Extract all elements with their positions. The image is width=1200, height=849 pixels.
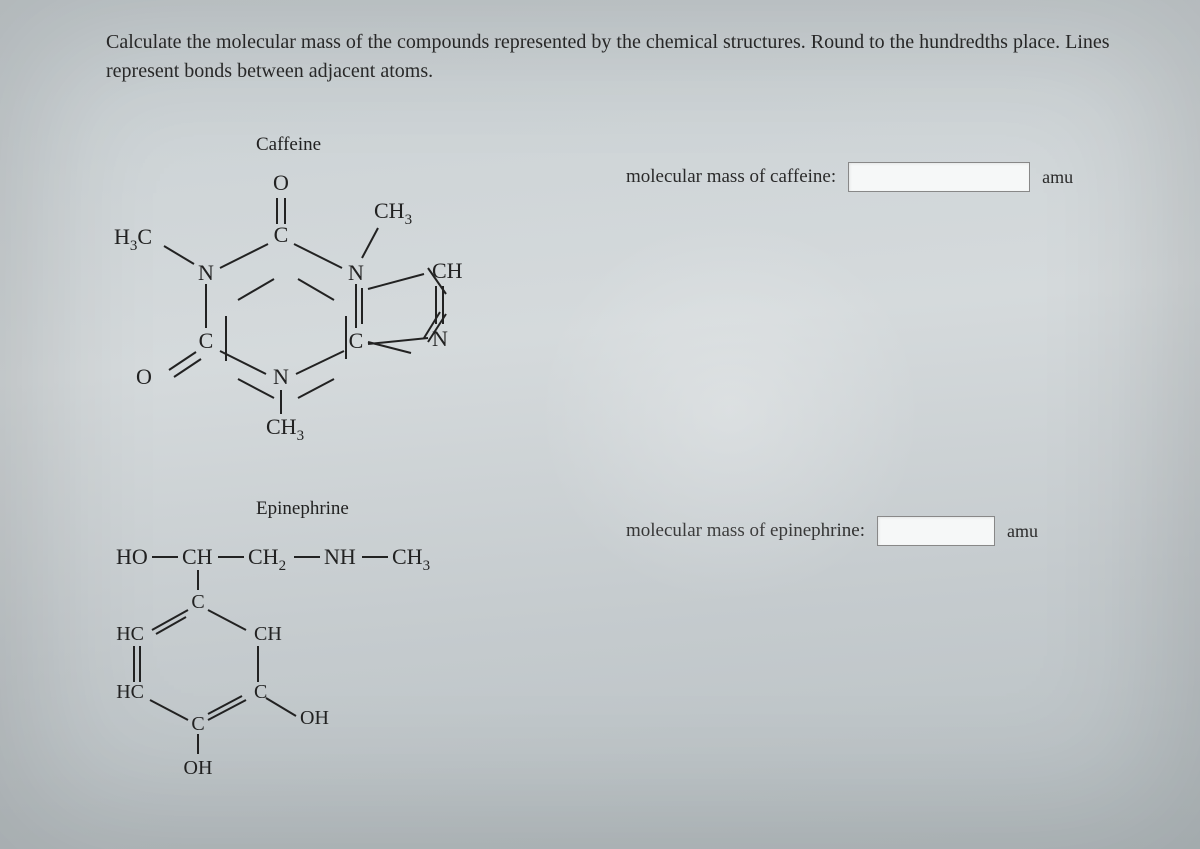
- chain-NH: NH: [324, 544, 356, 569]
- atom-N-BR: N: [273, 364, 289, 389]
- ring-C-lr: C: [254, 681, 267, 703]
- ring-C-bot: C: [191, 713, 204, 735]
- caffeine-structure-drawing: O CH3 H3C C N N C C N O CH N CH3 C: [106, 156, 546, 456]
- caffeine-unit: amu: [1042, 167, 1073, 188]
- ring-OH-b: OH: [184, 757, 213, 779]
- svg-text:CH3: CH3: [392, 544, 430, 574]
- atom-N-TR: N: [348, 260, 364, 285]
- atom-CH3-top-sub: 3: [405, 212, 413, 228]
- prompt-line-2: represent bonds between adjacent atoms.: [106, 60, 433, 82]
- chain-CH3: CH: [392, 544, 423, 569]
- svg-text:CH2: CH2: [248, 544, 286, 574]
- epinephrine-title: Epinephrine: [256, 498, 626, 520]
- atom-C-BL: C: [199, 328, 214, 353]
- atom-CH3-bot: CH: [266, 414, 297, 439]
- question-prompt: Calculate the molecular mass of the comp…: [106, 28, 1126, 86]
- chain-CH: CH: [182, 544, 213, 569]
- svg-text:H3C: H3C: [114, 224, 152, 254]
- atom-N-L: N: [198, 260, 214, 285]
- chain-CH2: CH: [248, 544, 279, 569]
- ring-HC-ul: HC: [116, 623, 144, 645]
- ring-CH-ur: CH: [254, 623, 282, 645]
- epinephrine-answer-label: molecular mass of epinephrine:: [626, 520, 865, 542]
- svg-text:CH3: CH3: [374, 198, 412, 228]
- atom-H3C-H: H: [114, 224, 130, 249]
- atom-CH-right: CH: [432, 258, 463, 283]
- atom-H3C-C: C: [137, 224, 152, 249]
- atom-C-TL: C: [274, 222, 289, 247]
- epinephrine-answer-row: molecular mass of epinephrine: amu: [626, 498, 1128, 546]
- atom-O-left: O: [136, 364, 152, 389]
- caffeine-answer-input[interactable]: [848, 162, 1030, 192]
- svg-text:CH3: CH3: [266, 414, 304, 444]
- caffeine-answer-row: molecular mass of caffeine: amu: [626, 134, 1128, 192]
- chain-CH2-sub: 2: [279, 558, 287, 574]
- ring-C-top: C: [191, 591, 204, 613]
- epinephrine-answer-input[interactable]: [877, 516, 995, 546]
- caffeine-answer-label: molecular mass of caffeine:: [626, 166, 836, 188]
- atom-N-right: N: [432, 326, 448, 351]
- atom-H3C-sub: 3: [130, 238, 138, 254]
- atom-CH3-top: CH: [374, 198, 405, 223]
- ring-OH-r: OH: [300, 707, 329, 729]
- prompt-line-1: Calculate the molecular mass of the comp…: [106, 31, 1110, 53]
- chain-HO: HO: [116, 544, 148, 569]
- atom-O-top: O: [273, 170, 289, 195]
- atom-C-R: C: [349, 328, 364, 353]
- caffeine-title: Caffeine: [256, 134, 626, 156]
- epinephrine-unit: amu: [1007, 521, 1038, 542]
- atom-CH3-bot-sub: 3: [297, 428, 305, 444]
- ring-HC-ll: HC: [116, 681, 144, 703]
- caffeine-section: Caffeine: [106, 134, 1128, 456]
- epinephrine-section: Epinephrine HO CH CH2 NH CH3 C HC CH HC: [106, 498, 1128, 790]
- epinephrine-structure: HO CH CH2 NH CH3 C HC CH HC C C: [106, 530, 546, 790]
- chain-CH3-sub: 3: [423, 558, 431, 574]
